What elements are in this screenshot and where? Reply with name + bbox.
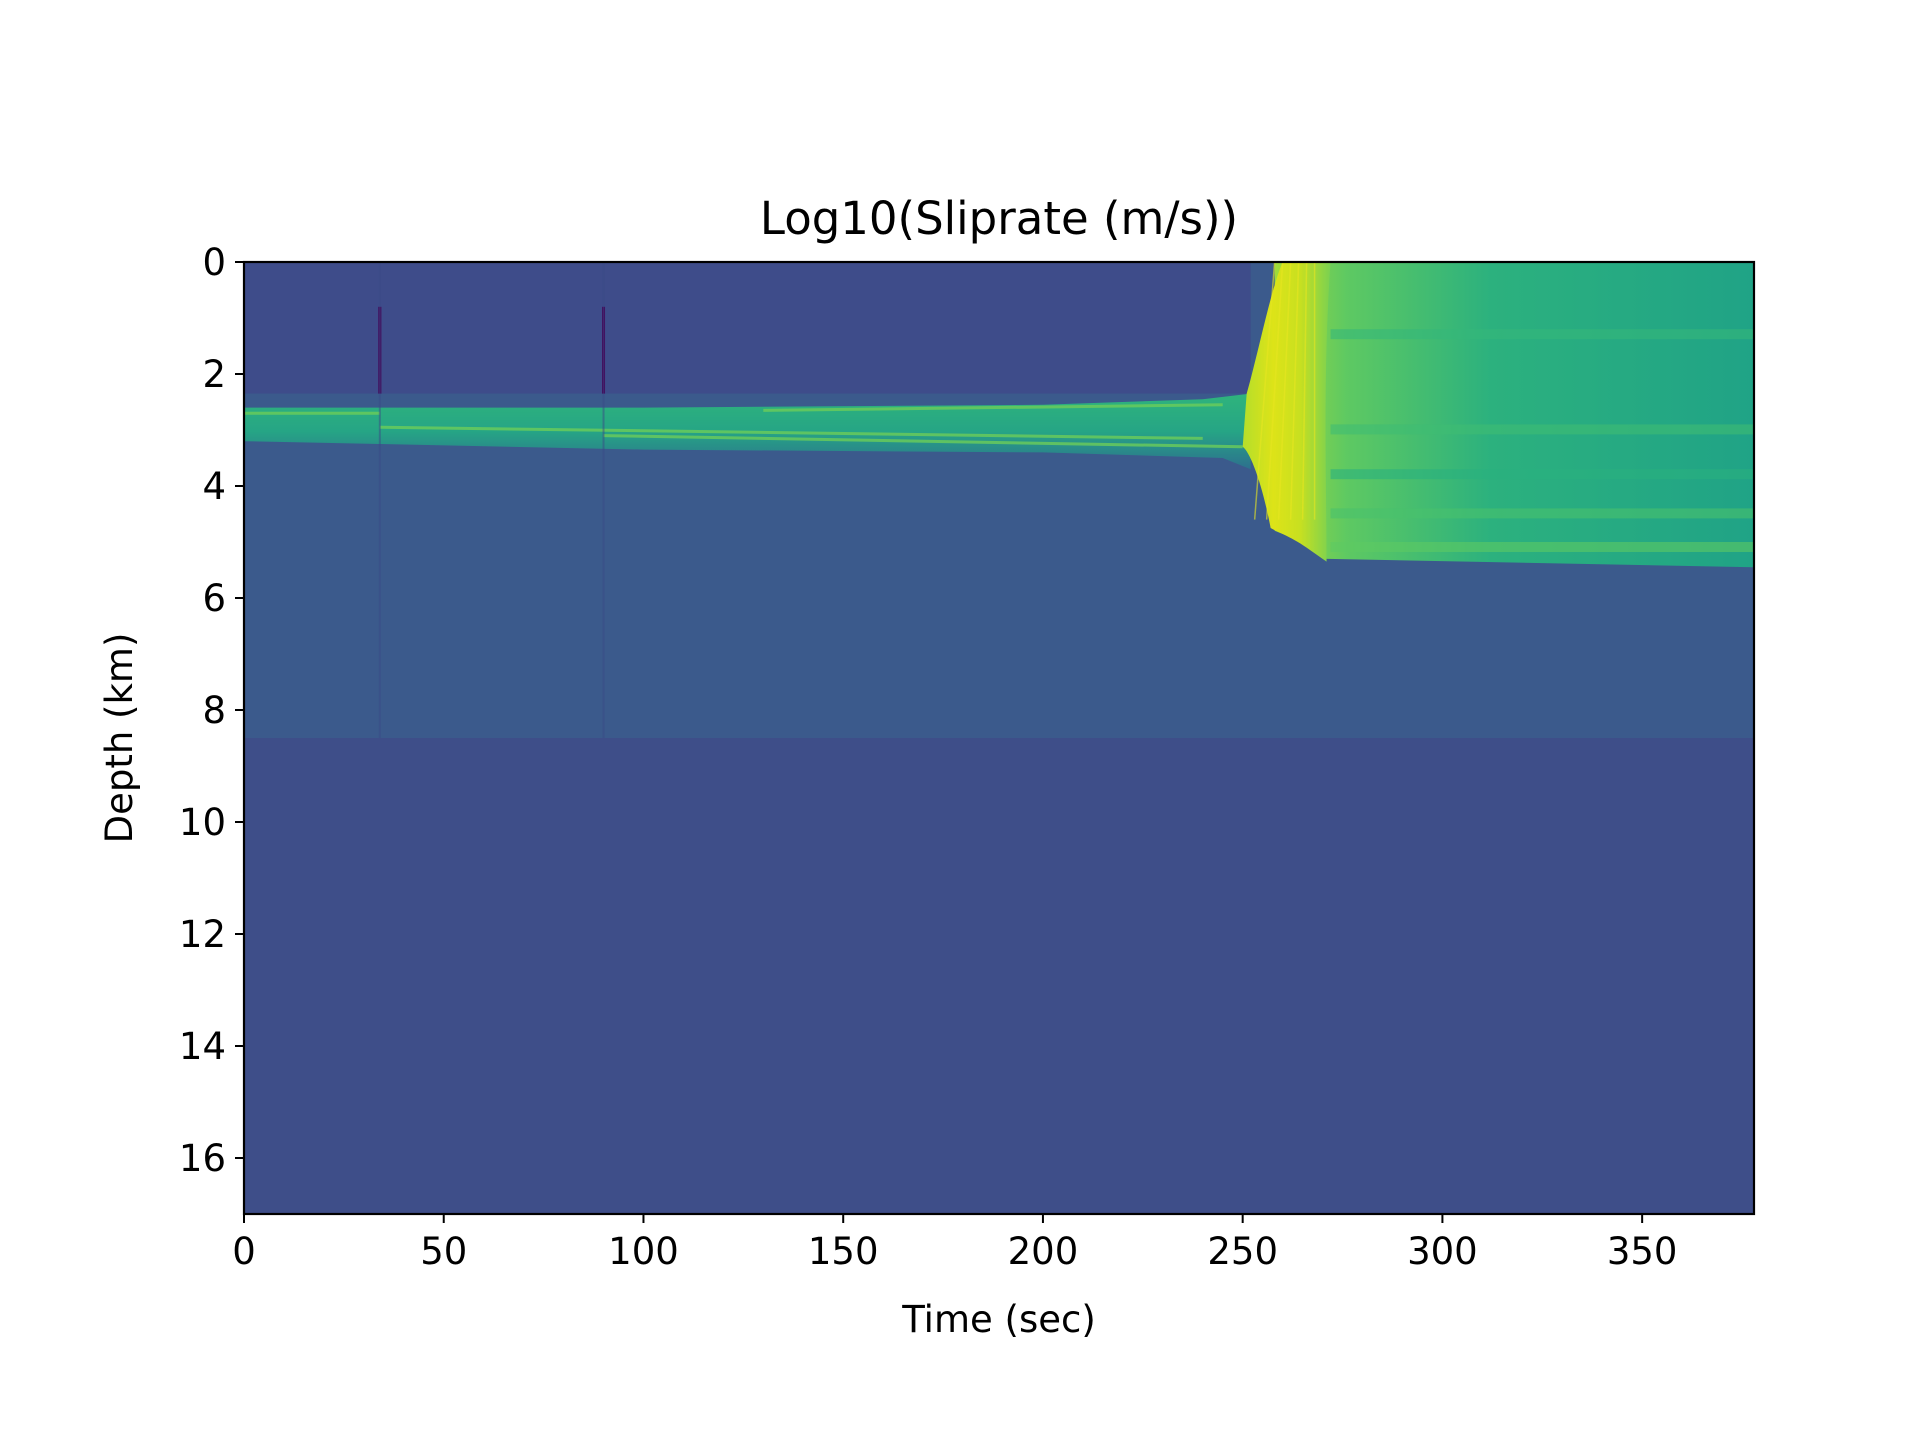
postseismic-band	[1330, 542, 1754, 552]
y-axis: 0 2 4 6 8 10 12 14 16	[179, 241, 244, 1180]
x-tick-label: 200	[1008, 1230, 1079, 1273]
rupture-striation	[1301, 262, 1308, 520]
y-tick-label: 16	[179, 1137, 226, 1180]
shallow-locked-zone	[244, 262, 1251, 394]
postseismic-band	[1330, 329, 1754, 340]
slip-streak	[763, 403, 1223, 412]
y-tick-label: 0	[202, 241, 226, 284]
postseismic-band	[1330, 508, 1754, 519]
x-axis: 0 50 100 150 200 250 300 350	[232, 1214, 1677, 1273]
plot-frame	[242, 260, 1756, 1216]
x-tick-label: 250	[1207, 1230, 1278, 1273]
x-axis-title: Time (sec)	[901, 1298, 1096, 1341]
y-tick-label: 8	[202, 689, 226, 732]
x-tick-label: 0	[232, 1230, 256, 1273]
postseismic-band	[1330, 424, 1754, 435]
chart-title: Log10(Sliprate (m/s))	[760, 192, 1238, 245]
postseismic-zone	[1274, 262, 1754, 568]
x-tick-label: 350	[1607, 1230, 1678, 1273]
x-tick-label: 100	[608, 1230, 679, 1273]
vertical-artifact-trace	[602, 262, 605, 738]
y-tick-label: 10	[179, 801, 226, 844]
plot-area	[244, 262, 1754, 1214]
vertical-artifact-trace	[378, 262, 381, 738]
rupture-striation	[1265, 262, 1284, 520]
y-tick-label: 12	[179, 913, 226, 956]
x-tick-label: 300	[1407, 1230, 1478, 1273]
rupture-striation	[1277, 262, 1292, 520]
postseismic-band	[1330, 469, 1754, 480]
y-tick-label: 4	[202, 465, 226, 508]
x-tick-label: 150	[808, 1230, 879, 1273]
x-tick-label: 50	[420, 1230, 467, 1273]
y-tick-label: 2	[202, 353, 226, 396]
y-tick-label: 6	[202, 577, 226, 620]
slip-streak	[379, 425, 1203, 440]
rupture-striation	[1253, 262, 1276, 520]
rupture-front	[1242, 262, 1331, 562]
slip-streak	[603, 434, 1243, 449]
rupture-striation	[1289, 262, 1300, 520]
y-tick-label: 14	[179, 1025, 226, 1068]
y-axis-title: Depth (km)	[98, 633, 141, 844]
